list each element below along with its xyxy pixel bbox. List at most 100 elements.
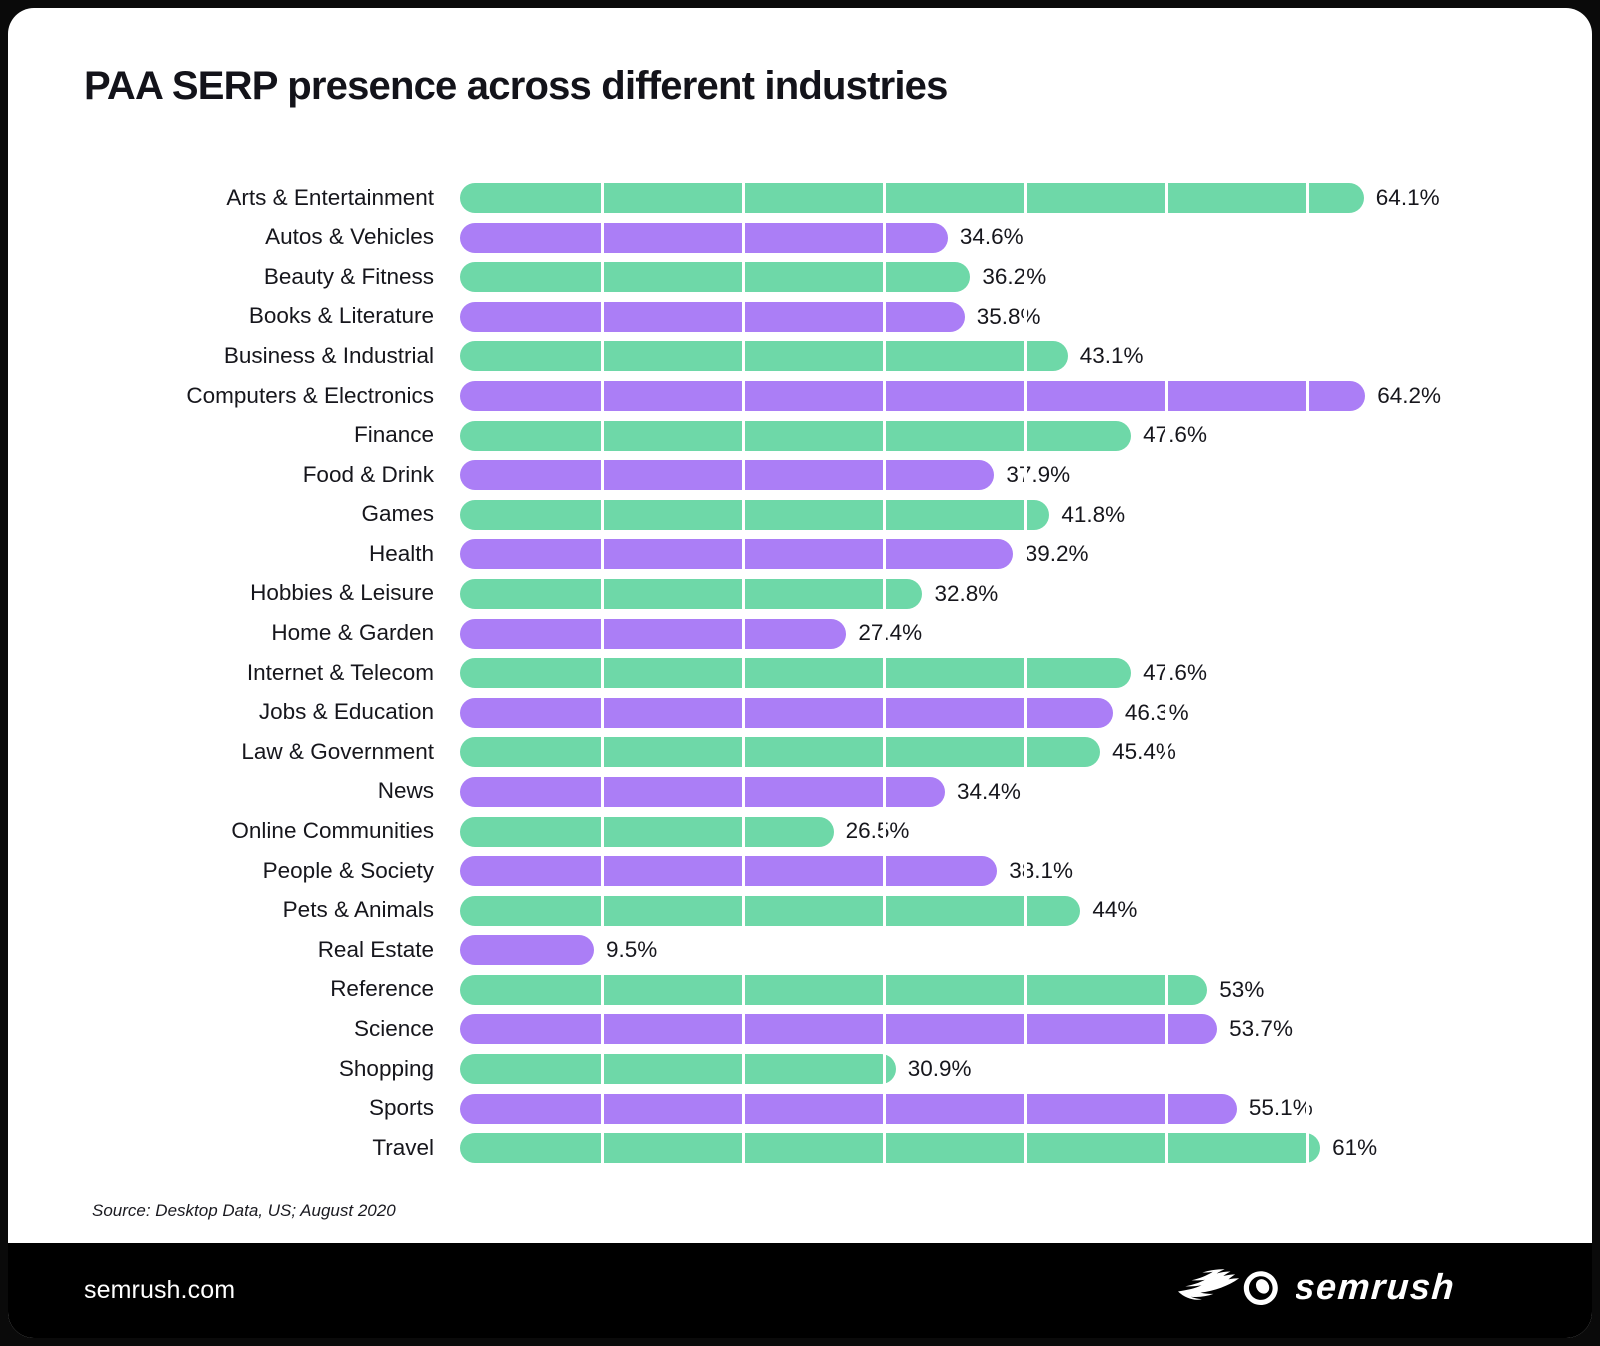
bar-row: Jobs & Education 46.3% (8, 693, 1592, 733)
bar-row: Finance 47.6% (8, 416, 1592, 456)
bar-track: 46.3% (460, 693, 1592, 733)
category-label: Real Estate (317, 936, 434, 962)
bar-value-label: 32.8% (934, 580, 999, 606)
bar-value-label: 9.5% (605, 936, 658, 962)
category-label: Pets & Animals (282, 897, 434, 923)
bar-track: 34.6% (460, 218, 1592, 258)
bar-row: Hobbies & Leisure 32.8% (8, 574, 1592, 614)
bar-track: 64.2% (460, 376, 1592, 416)
semrush-wordmark: semrush (1293, 1266, 1526, 1313)
category-label: Science (353, 1016, 434, 1042)
bar[interactable] (460, 895, 1081, 926)
bar[interactable] (460, 262, 971, 293)
bar-value-label: 53% (1219, 976, 1265, 1002)
bar-track: 43.1% (460, 336, 1592, 376)
bar-value-label: 35.8% (976, 303, 1041, 329)
bar-value-label: 46.3% (1124, 699, 1189, 725)
bar[interactable] (460, 1054, 896, 1085)
bar[interactable] (460, 1093, 1237, 1124)
bar-row: Travel 61% (8, 1128, 1592, 1168)
category-label: Food & Drink (302, 461, 434, 487)
bar-value-label: 47.6% (1143, 659, 1207, 685)
bar-track: 53% (460, 970, 1592, 1010)
bar-value-label: 34.4% (957, 778, 1021, 804)
category-label: Hobbies & Leisure (250, 580, 434, 606)
bar[interactable] (460, 776, 946, 807)
category-label: Sports (368, 1095, 434, 1121)
bar[interactable] (460, 697, 1113, 728)
bar[interactable] (460, 1133, 1321, 1164)
bar-value-label: 37.9% (1006, 461, 1071, 487)
bar-track: 53.7% (460, 1009, 1592, 1049)
source-note: Source: Desktop Data, US; August 2020 (92, 1201, 396, 1220)
category-label: Jobs & Education (258, 699, 434, 725)
bar-chart: Arts & Entertainment 64.1% Autos & Vehicle… (8, 178, 1592, 1178)
bar-track: 55.1% (460, 1089, 1592, 1129)
bar-row: Games 41.8% (8, 495, 1592, 535)
bar[interactable] (460, 341, 1068, 372)
bar-value-label: 47.6% (1143, 422, 1207, 448)
bar-row: Food & Drink 37.9% (8, 455, 1592, 495)
bar-value-label: 39.2% (1024, 540, 1089, 566)
category-label: Computers & Electronics (186, 382, 434, 408)
bar-row: Books & Literature 35.8% (8, 297, 1592, 337)
category-label: Internet & Telecom (246, 659, 434, 685)
bar[interactable] (460, 935, 594, 966)
bar-row: Real Estate 9.5% (8, 930, 1592, 970)
footer-website-url[interactable]: semrush.com (84, 1276, 236, 1304)
bar[interactable] (460, 1014, 1218, 1045)
chart-panel: PAA SERP presence across different indus… (8, 8, 1592, 1243)
category-label: Online Communities (231, 818, 434, 844)
bar[interactable] (460, 499, 1050, 530)
bar-row: Home & Garden 27.4% (8, 614, 1592, 654)
category-label: Health (368, 540, 434, 566)
bar[interactable] (460, 460, 995, 491)
bar-row: Internet & Telecom 47.6% (8, 653, 1592, 693)
bar-row: Sports 55.1% (8, 1089, 1592, 1129)
page-title: PAA SERP presence across different indus… (84, 64, 948, 108)
category-label: Books & Literature (248, 303, 434, 329)
bar-value-label: 64.2% (1377, 382, 1442, 408)
bar[interactable] (460, 183, 1364, 213)
category-label: Beauty & Fitness (263, 263, 434, 289)
category-label: Business & Industrial (223, 342, 434, 368)
bar-value-label: 55.1% (1248, 1095, 1313, 1121)
bar-row: Science 53.7% (8, 1009, 1592, 1049)
bar[interactable] (460, 578, 923, 609)
bar-row: Shopping 30.9% (8, 1049, 1592, 1089)
bar[interactable] (460, 856, 998, 887)
svg-text:semrush: semrush (1296, 1268, 1457, 1307)
bar-row: Business & Industrial 43.1% (8, 336, 1592, 376)
bar-value-label: 34.6% (959, 224, 1024, 250)
bar-row: Computers & Electronics 64.2% (8, 376, 1592, 416)
infographic-card: PAA SERP presence across different indus… (8, 8, 1592, 1338)
bar[interactable] (460, 222, 948, 253)
category-label: Games (361, 501, 434, 527)
footer-bar: semrush.com semrush (8, 1243, 1592, 1338)
bar-row: People & Society 38.1% (8, 851, 1592, 891)
bar[interactable] (460, 420, 1132, 451)
bar-row: Online Communities 26.5% (8, 812, 1592, 852)
bar[interactable] (460, 816, 834, 847)
bar-track: 37.9% (460, 455, 1592, 495)
bar[interactable] (460, 618, 847, 649)
bar-track: 35.8% (460, 297, 1592, 337)
bar[interactable] (460, 301, 965, 332)
bar[interactable] (460, 658, 1132, 689)
bar[interactable] (460, 737, 1101, 768)
bar[interactable] (460, 380, 1366, 411)
bar-value-label: 53.7% (1229, 1016, 1293, 1042)
bar-row: Pets & Animals 44% (8, 891, 1592, 931)
bar-value-label: 43.1% (1079, 342, 1144, 368)
category-label: Shopping (338, 1055, 434, 1081)
category-label: Finance (353, 422, 434, 448)
bar-row: Law & Government 45.4% (8, 732, 1592, 772)
bar-track: 45.4% (460, 732, 1592, 772)
bar[interactable] (460, 974, 1208, 1005)
bar-track: 61% (460, 1128, 1592, 1168)
semrush-flame-icon (1176, 1267, 1282, 1314)
bar-value-label: 64.1% (1375, 184, 1440, 210)
bar[interactable] (460, 539, 1013, 570)
category-label: News (377, 778, 434, 804)
